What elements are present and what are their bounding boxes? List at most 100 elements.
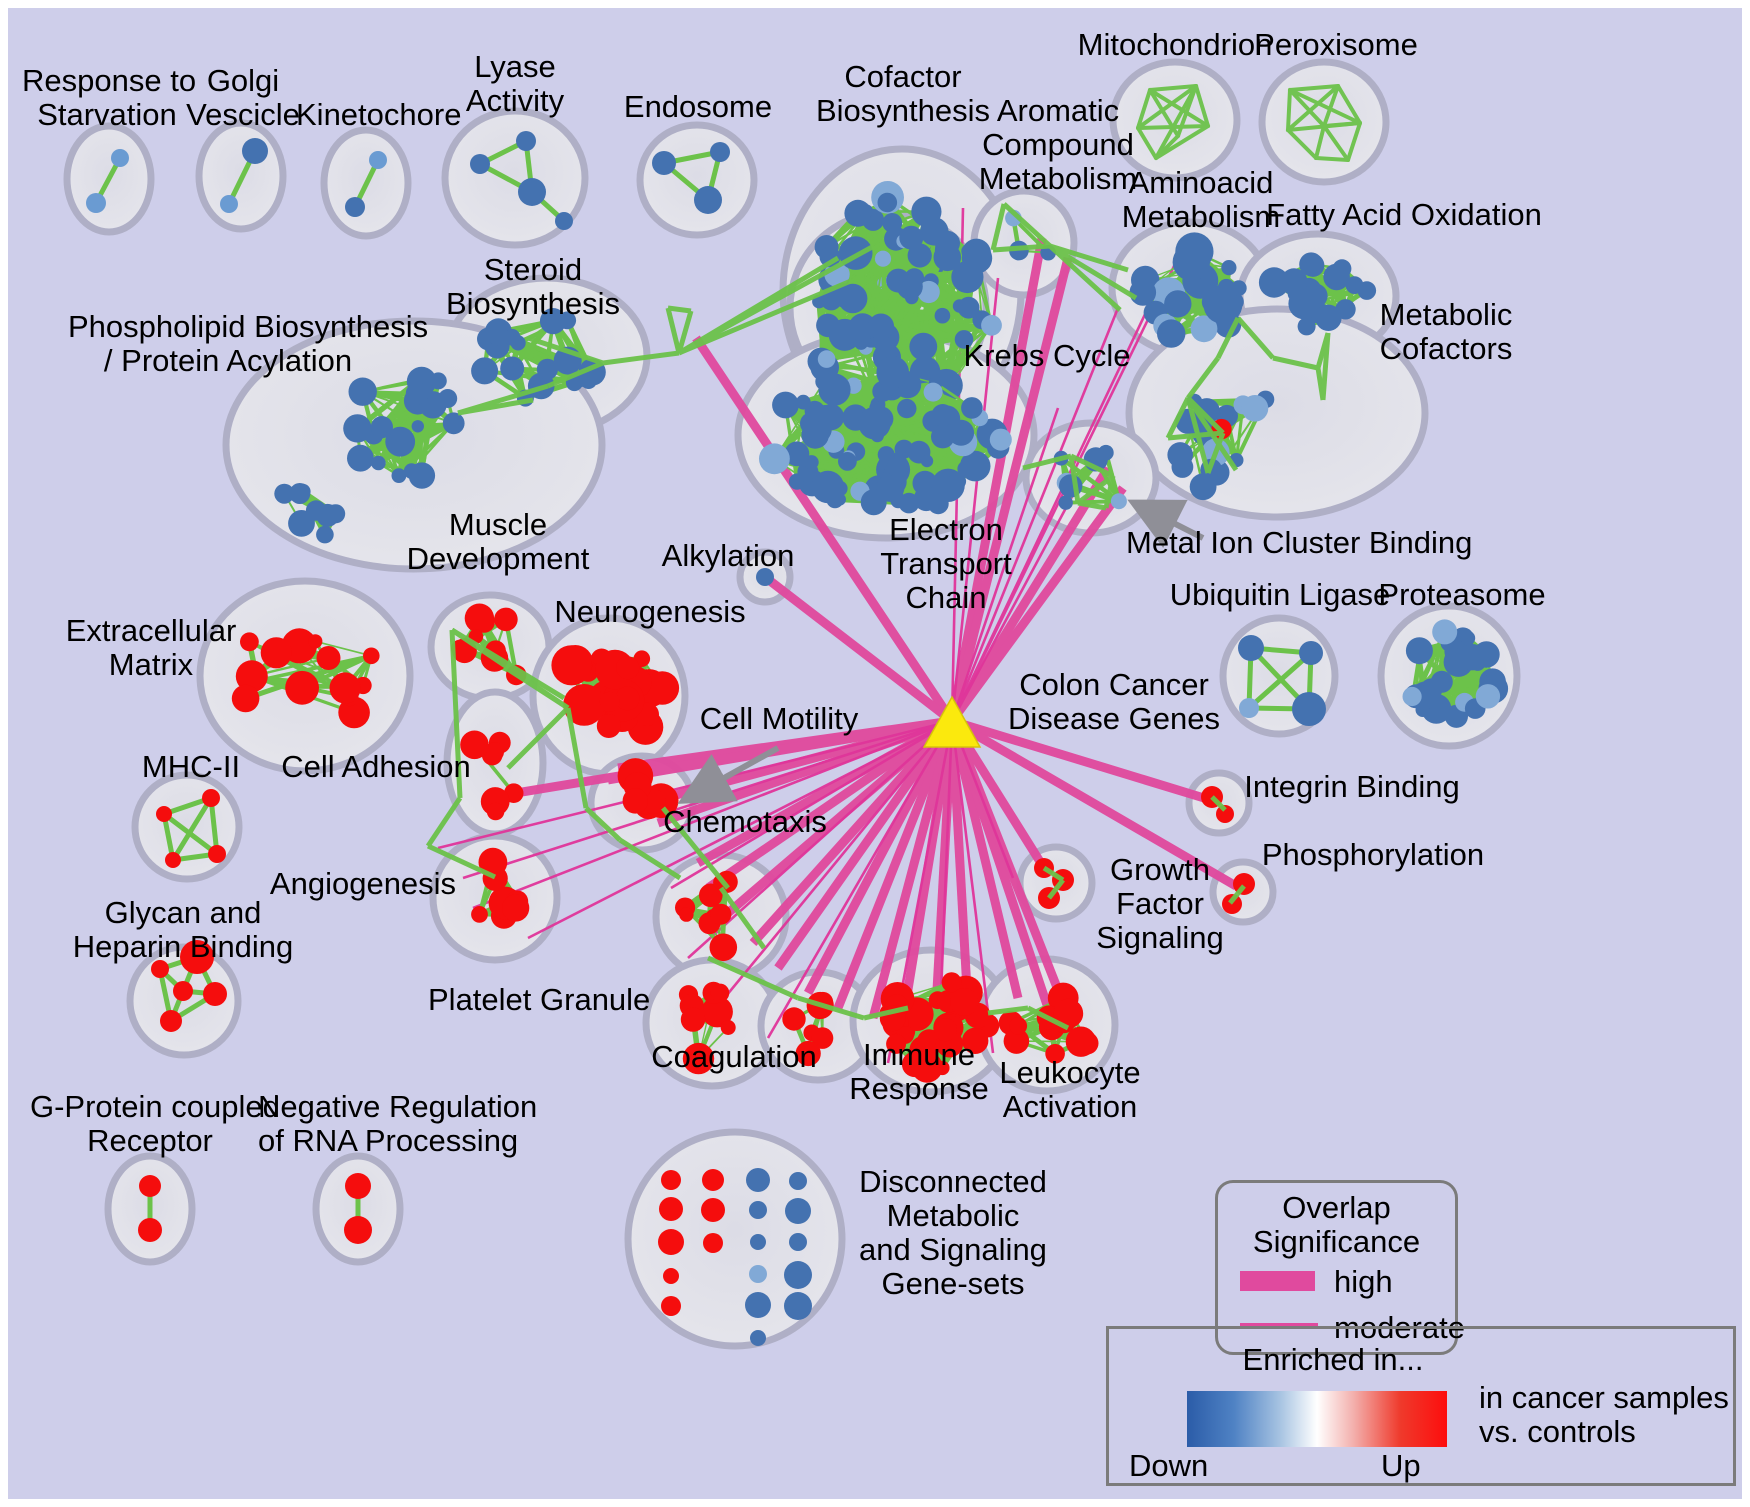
gene-set-node[interactable] [661, 1170, 681, 1190]
gene-set-node[interactable] [1216, 805, 1234, 823]
gene-set-node[interactable] [203, 982, 227, 1006]
gene-set-node[interactable] [1301, 253, 1325, 277]
gene-set-node[interactable] [235, 660, 268, 693]
gene-set-node[interactable] [1157, 319, 1186, 348]
gene-set-node[interactable] [1402, 686, 1422, 707]
gene-set-node[interactable] [927, 493, 949, 515]
gene-set-node[interactable] [749, 1265, 767, 1283]
gene-set-node[interactable] [784, 441, 810, 467]
gene-set-node[interactable] [784, 1261, 812, 1289]
gene-set-node[interactable] [563, 684, 605, 726]
gene-set-node[interactable] [347, 444, 374, 472]
gene-set-node[interactable] [308, 634, 323, 649]
gene-set-node[interactable] [1345, 276, 1364, 294]
gene-set-node[interactable] [1302, 283, 1328, 309]
gene-set-node[interactable] [867, 313, 895, 340]
gene-set-node[interactable] [645, 671, 680, 705]
gene-set-node[interactable] [782, 1007, 806, 1031]
gene-set-node[interactable] [838, 452, 857, 471]
gene-set-node[interactable] [703, 1233, 723, 1253]
gene-set-node[interactable] [316, 646, 341, 670]
gene-set-node[interactable] [599, 691, 620, 712]
gene-set-node[interactable] [316, 525, 334, 544]
gene-set-node[interactable] [470, 154, 490, 174]
gene-set-node[interactable] [421, 398, 438, 415]
gene-set-node[interactable] [536, 358, 559, 380]
gene-set-node[interactable] [694, 186, 722, 214]
gene-set-node[interactable] [1292, 692, 1326, 726]
gene-set-node[interactable] [464, 603, 495, 633]
gene-set-node[interactable] [710, 142, 730, 162]
gene-set-node[interactable] [877, 192, 898, 213]
gene-set-node[interactable] [471, 357, 499, 385]
gene-set-node[interactable] [962, 1027, 989, 1054]
gene-set-node[interactable] [285, 670, 319, 705]
gene-set-node[interactable] [710, 983, 730, 1003]
gene-set-node[interactable] [344, 1216, 372, 1244]
gene-set-node[interactable] [749, 1201, 767, 1219]
gene-set-node[interactable] [1175, 232, 1214, 271]
gene-set-node[interactable] [931, 404, 954, 427]
gene-set-node[interactable] [139, 1175, 161, 1197]
gene-set-node[interactable] [961, 244, 976, 259]
gene-set-node[interactable] [173, 981, 193, 1001]
gene-set-node[interactable] [1065, 1026, 1097, 1057]
gene-set-node[interactable] [156, 806, 172, 822]
gene-set-node[interactable] [1460, 630, 1476, 646]
gene-set-node[interactable] [1230, 280, 1247, 296]
gene-set-node[interactable] [659, 1197, 683, 1221]
gene-set-node[interactable] [710, 903, 732, 925]
gene-set-node[interactable] [957, 460, 974, 478]
gene-set-node[interactable] [385, 426, 416, 457]
gene-set-node[interactable] [904, 268, 925, 288]
gene-set-node[interactable] [1058, 495, 1073, 510]
gene-set-node[interactable] [343, 414, 372, 443]
gene-set-node[interactable] [111, 149, 129, 167]
gene-set-node[interactable] [858, 204, 874, 219]
gene-set-node[interactable] [950, 988, 979, 1016]
gene-set-node[interactable] [886, 1033, 907, 1054]
gene-set-node[interactable] [1258, 267, 1290, 298]
gene-set-node[interactable] [405, 382, 429, 405]
gene-set-node[interactable] [1203, 284, 1243, 324]
gene-set-node[interactable] [750, 1234, 766, 1250]
gene-set-node[interactable] [500, 356, 525, 381]
gene-set-node[interactable] [933, 1018, 958, 1042]
gene-set-node[interactable] [897, 398, 917, 419]
gene-set-node[interactable] [1164, 290, 1192, 318]
gene-set-node[interactable] [1475, 684, 1501, 709]
gene-set-node[interactable] [1009, 1017, 1028, 1035]
gene-set-node[interactable] [1217, 278, 1235, 296]
gene-set-node[interactable] [658, 1229, 684, 1255]
gene-set-node[interactable] [874, 250, 892, 267]
gene-set-node[interactable] [615, 686, 640, 711]
gene-set-node[interactable] [220, 195, 238, 213]
gene-set-node[interactable] [772, 391, 799, 419]
gene-set-node[interactable] [957, 296, 980, 319]
gene-set-node[interactable] [471, 906, 488, 923]
gene-set-node[interactable] [701, 996, 733, 1028]
gene-set-node[interactable] [596, 714, 621, 738]
gene-set-node[interactable] [652, 151, 676, 175]
gene-set-node[interactable] [371, 455, 386, 471]
gene-set-node[interactable] [795, 1040, 821, 1067]
gene-set-node[interactable] [369, 151, 387, 169]
gene-set-node[interactable] [442, 412, 465, 435]
hub-triangle[interactable] [922, 695, 982, 748]
gene-set-node[interactable] [622, 788, 648, 814]
gene-set-node[interactable] [1167, 442, 1193, 468]
bubble-endosome[interactable] [636, 121, 758, 239]
gene-set-node[interactable] [860, 489, 887, 516]
gene-set-node[interactable] [911, 1051, 943, 1083]
gene-set-node[interactable] [1238, 635, 1264, 661]
gene-set-node[interactable] [348, 377, 377, 406]
gene-set-node[interactable] [242, 138, 268, 164]
gene-set-node[interactable] [1241, 395, 1269, 422]
gene-set-node[interactable] [1432, 619, 1458, 645]
gene-set-node[interactable] [1053, 998, 1084, 1029]
gene-set-node[interactable] [551, 645, 592, 686]
gene-set-node[interactable] [160, 1010, 182, 1032]
gene-set-node[interactable] [363, 647, 380, 665]
gene-set-node[interactable] [370, 416, 393, 439]
gene-set-node[interactable] [1190, 315, 1218, 343]
